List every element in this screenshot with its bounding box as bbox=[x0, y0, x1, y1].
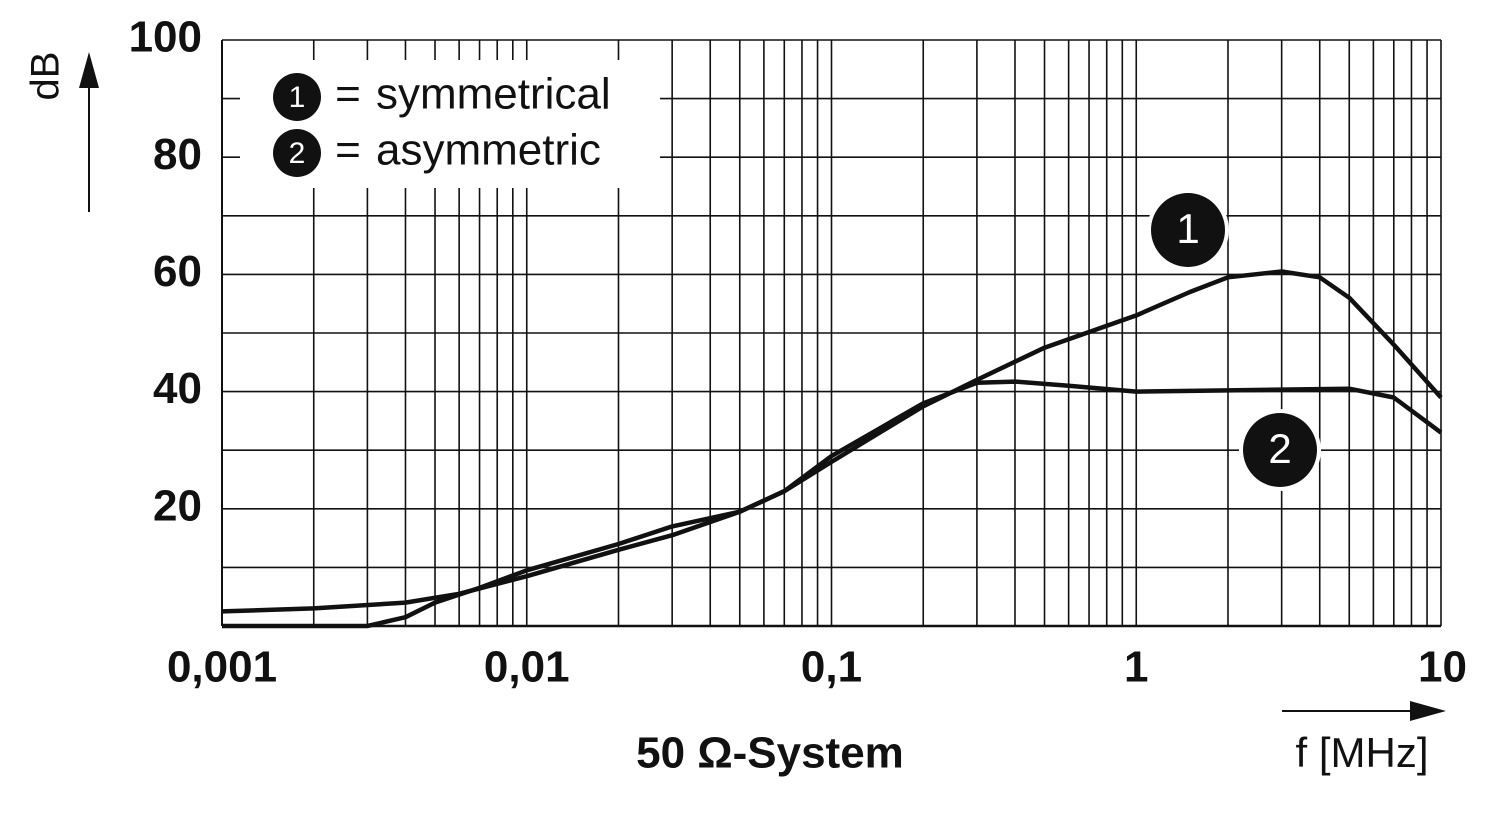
legend-label: symmetrical bbox=[376, 70, 611, 119]
x-axis-label: f [MHz] bbox=[1296, 729, 1429, 776]
data-line bbox=[222, 379, 1443, 629]
y-axis-label: dB bbox=[24, 52, 68, 101]
y-tick-label: 80 bbox=[153, 130, 202, 179]
x-tick-label: 0,01 bbox=[484, 643, 570, 692]
legend: 1 = symmetrical 2 = asymmetric bbox=[240, 60, 660, 188]
legend-marker bbox=[273, 129, 321, 177]
y-tick-label: 40 bbox=[153, 364, 202, 413]
x-tick-label: 0,1 bbox=[801, 643, 862, 692]
legend-marker-label: 2 bbox=[289, 137, 306, 170]
legend-label: asymmetric bbox=[376, 126, 601, 175]
legend-separator: = bbox=[335, 70, 361, 119]
x-tick-label: 1 bbox=[1124, 643, 1148, 692]
curve-marker-label: 2 bbox=[1268, 425, 1291, 472]
y-tick-label: 20 bbox=[153, 481, 202, 530]
y-arrowhead bbox=[79, 52, 99, 88]
curve-marker bbox=[1151, 193, 1225, 267]
y-tick-label: 60 bbox=[153, 247, 202, 296]
x-arrowhead bbox=[1410, 701, 1446, 721]
x-tick-label: 10 bbox=[1418, 643, 1467, 692]
subtitle: 50 Ω-System bbox=[636, 729, 904, 778]
curve-marker bbox=[1243, 413, 1317, 487]
curve-marker-label: 1 bbox=[1176, 205, 1199, 252]
y-tick-label: 100 bbox=[129, 13, 202, 62]
legend-marker bbox=[273, 73, 321, 121]
legend-marker-label: 1 bbox=[289, 81, 306, 114]
x-tick-label: 0,001 bbox=[167, 643, 277, 692]
legend-separator: = bbox=[335, 126, 361, 175]
